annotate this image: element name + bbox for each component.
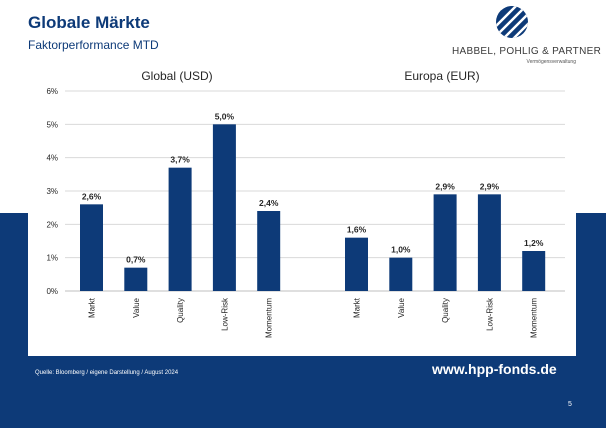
y-tick-label: 5%	[46, 120, 58, 129]
y-tick-label: 3%	[46, 187, 58, 196]
logo-company-subtitle: Vermögensverwaltung	[526, 59, 576, 65]
x-tick-label: Quality	[441, 298, 450, 323]
slide-title: Globale Märkte	[28, 13, 150, 32]
x-tick-label: Low-Risk	[220, 297, 229, 331]
logo-company-name: HABBEL, POHLIG & PARTNER	[452, 46, 602, 57]
data-label: 2,9%	[480, 181, 500, 191]
page-number: 5	[568, 401, 572, 408]
x-tick-label: Quality	[176, 298, 185, 323]
bar	[168, 167, 192, 291]
slide-subtitle: Faktorperformance MTD	[28, 38, 159, 52]
bar	[522, 251, 546, 291]
data-label: 2,6%	[82, 191, 102, 201]
group-title: Global (USD)	[141, 69, 212, 83]
data-label: 3,7%	[170, 155, 190, 165]
x-tick-label: Value	[132, 297, 141, 317]
data-label: 5,0%	[215, 111, 235, 121]
x-tick-label: Value	[397, 297, 406, 317]
bar	[433, 194, 457, 291]
data-label: 2,4%	[259, 198, 279, 208]
bar	[389, 257, 413, 291]
bar	[477, 194, 501, 291]
x-tick-label: Low-Risk	[485, 297, 494, 331]
x-tick-label: Markt	[353, 297, 362, 318]
y-tick-label: 2%	[46, 220, 58, 229]
bar	[80, 204, 103, 291]
data-label: 1,0%	[391, 245, 411, 255]
bar	[212, 124, 236, 291]
group-title: Europa (EUR)	[404, 69, 479, 83]
y-tick-label: 0%	[46, 287, 58, 296]
bar	[345, 237, 368, 291]
data-label: 1,6%	[347, 225, 367, 235]
x-tick-label: Momentum	[530, 298, 539, 338]
y-tick-label: 1%	[46, 254, 58, 263]
x-tick-label: Momentum	[265, 298, 274, 338]
y-tick-label: 4%	[46, 154, 58, 163]
source-note: Quelle: Bloomberg / eigene Darstellung /…	[35, 370, 179, 376]
data-label: 2,9%	[435, 181, 455, 191]
bar	[124, 267, 148, 291]
website-link[interactable]: www.hpp-fonds.de	[432, 361, 557, 377]
x-tick-label: Markt	[88, 297, 97, 318]
data-label: 1,2%	[524, 238, 544, 248]
bar	[257, 211, 281, 291]
diagonal-stripes-circle-logo-icon	[496, 6, 528, 38]
company-logo: HABBEL, POHLIG & PARTNER Vermögensverwal…	[452, 5, 602, 69]
y-tick-label: 6%	[46, 87, 58, 96]
data-label: 0,7%	[126, 255, 146, 265]
